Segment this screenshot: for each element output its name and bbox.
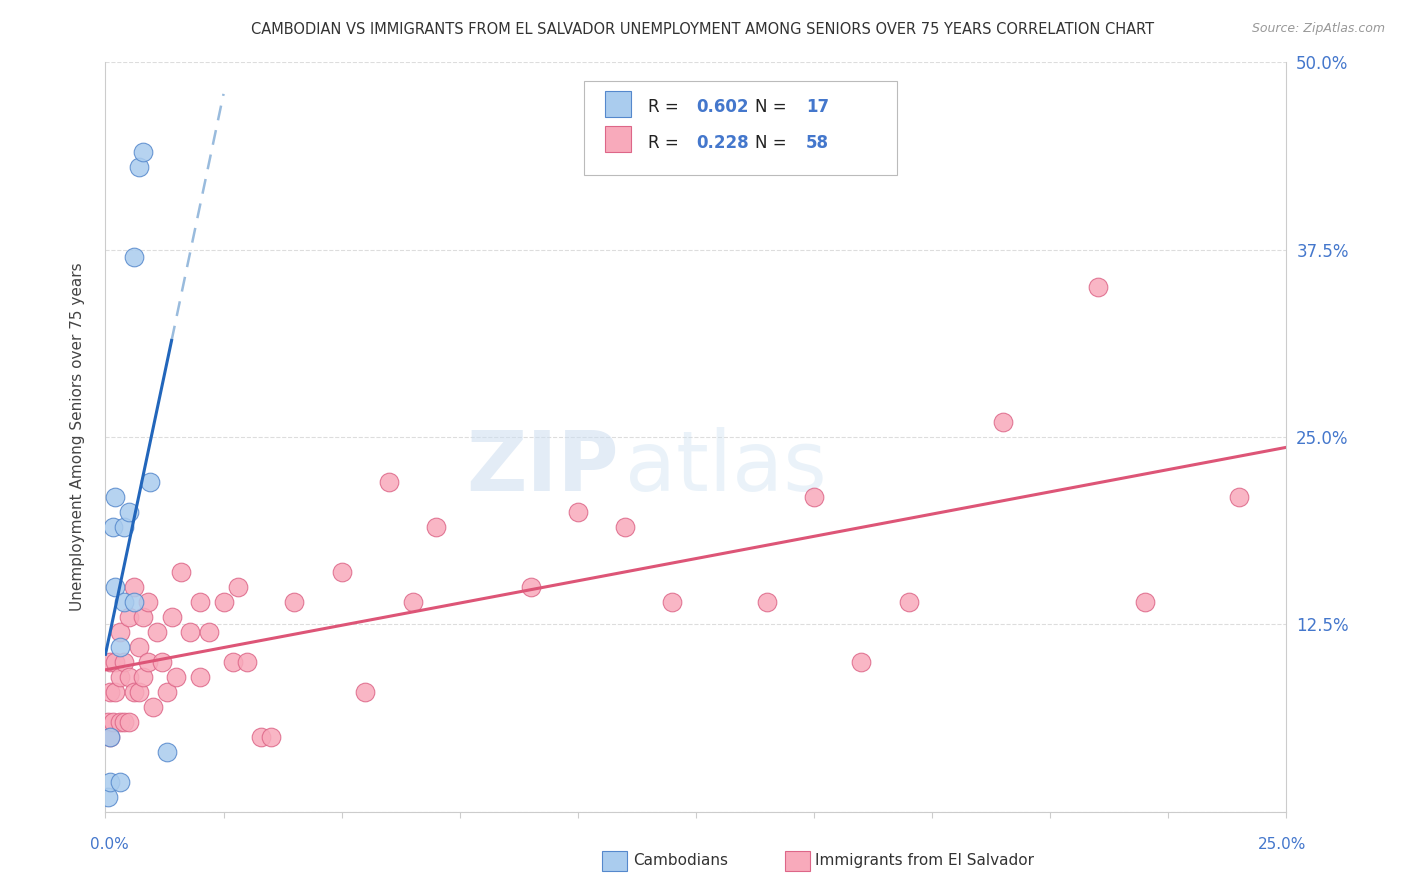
- Point: [118, 714, 141, 729]
- Point: [851, 655, 873, 669]
- Point: [236, 655, 259, 669]
- Point: [188, 670, 211, 684]
- Point: [128, 640, 150, 654]
- Point: [661, 595, 683, 609]
- Point: [165, 670, 187, 684]
- Point: [108, 714, 131, 729]
- Point: [755, 595, 778, 609]
- Point: [222, 655, 245, 669]
- Text: CAMBODIAN VS IMMIGRANTS FROM EL SALVADOR UNEMPLOYMENT AMONG SENIORS OVER 75 YEAR: CAMBODIAN VS IMMIGRANTS FROM EL SALVADOR…: [252, 22, 1154, 37]
- Point: [614, 520, 637, 534]
- Point: [136, 655, 159, 669]
- Text: ZIP: ZIP: [467, 426, 619, 508]
- Point: [104, 490, 127, 504]
- Y-axis label: Unemployment Among Seniors over 75 years: Unemployment Among Seniors over 75 years: [70, 263, 84, 611]
- Text: 0.228: 0.228: [696, 134, 748, 152]
- Point: [567, 505, 589, 519]
- Point: [188, 595, 211, 609]
- Point: [98, 774, 121, 789]
- FancyBboxPatch shape: [583, 81, 897, 175]
- Point: [212, 595, 235, 609]
- Point: [108, 774, 131, 789]
- Point: [132, 145, 155, 160]
- Point: [112, 520, 135, 534]
- Point: [108, 670, 131, 684]
- Point: [1087, 280, 1109, 294]
- Point: [104, 685, 127, 699]
- Point: [160, 610, 183, 624]
- Text: atlas: atlas: [626, 426, 827, 508]
- Point: [122, 685, 145, 699]
- Text: 25.0%: 25.0%: [1258, 838, 1306, 852]
- Point: [97, 789, 120, 804]
- Point: [519, 580, 541, 594]
- Point: [139, 475, 162, 489]
- Text: 17: 17: [806, 98, 830, 116]
- Point: [142, 699, 165, 714]
- Point: [803, 490, 825, 504]
- Point: [98, 685, 121, 699]
- Point: [179, 624, 201, 639]
- Point: [108, 624, 131, 639]
- Point: [98, 730, 121, 744]
- Point: [1133, 595, 1156, 609]
- Point: [146, 624, 169, 639]
- Point: [170, 565, 193, 579]
- Point: [132, 610, 155, 624]
- Point: [354, 685, 377, 699]
- Point: [118, 670, 141, 684]
- Point: [260, 730, 283, 744]
- Point: [118, 505, 141, 519]
- Point: [101, 520, 124, 534]
- Point: [112, 655, 135, 669]
- Point: [98, 655, 121, 669]
- Point: [1227, 490, 1250, 504]
- Point: [122, 595, 145, 609]
- Text: R =: R =: [648, 134, 683, 152]
- Text: R =: R =: [648, 98, 683, 116]
- Point: [112, 714, 135, 729]
- Point: [156, 685, 179, 699]
- Point: [122, 580, 145, 594]
- Point: [101, 714, 124, 729]
- Point: [283, 595, 305, 609]
- Point: [122, 250, 145, 264]
- Point: [104, 580, 127, 594]
- Text: 58: 58: [806, 134, 828, 152]
- Point: [250, 730, 273, 744]
- Point: [991, 415, 1014, 429]
- Point: [97, 714, 120, 729]
- Text: 0.0%: 0.0%: [90, 838, 129, 852]
- Point: [226, 580, 249, 594]
- Point: [897, 595, 920, 609]
- Point: [425, 520, 447, 534]
- Point: [156, 745, 179, 759]
- Text: Cambodians: Cambodians: [633, 854, 728, 868]
- Point: [330, 565, 353, 579]
- FancyBboxPatch shape: [605, 91, 631, 117]
- Text: Source: ZipAtlas.com: Source: ZipAtlas.com: [1251, 22, 1385, 36]
- Text: Immigrants from El Salvador: Immigrants from El Salvador: [815, 854, 1035, 868]
- Text: N =: N =: [755, 134, 792, 152]
- Point: [112, 595, 135, 609]
- Point: [128, 685, 150, 699]
- Point: [108, 640, 131, 654]
- Point: [98, 730, 121, 744]
- Point: [128, 161, 150, 175]
- Point: [104, 655, 127, 669]
- FancyBboxPatch shape: [605, 126, 631, 153]
- Text: N =: N =: [755, 98, 792, 116]
- Point: [198, 624, 221, 639]
- Text: 0.602: 0.602: [696, 98, 748, 116]
- Point: [118, 610, 141, 624]
- Point: [132, 670, 155, 684]
- Point: [136, 595, 159, 609]
- Point: [401, 595, 423, 609]
- Point: [378, 475, 401, 489]
- Point: [150, 655, 173, 669]
